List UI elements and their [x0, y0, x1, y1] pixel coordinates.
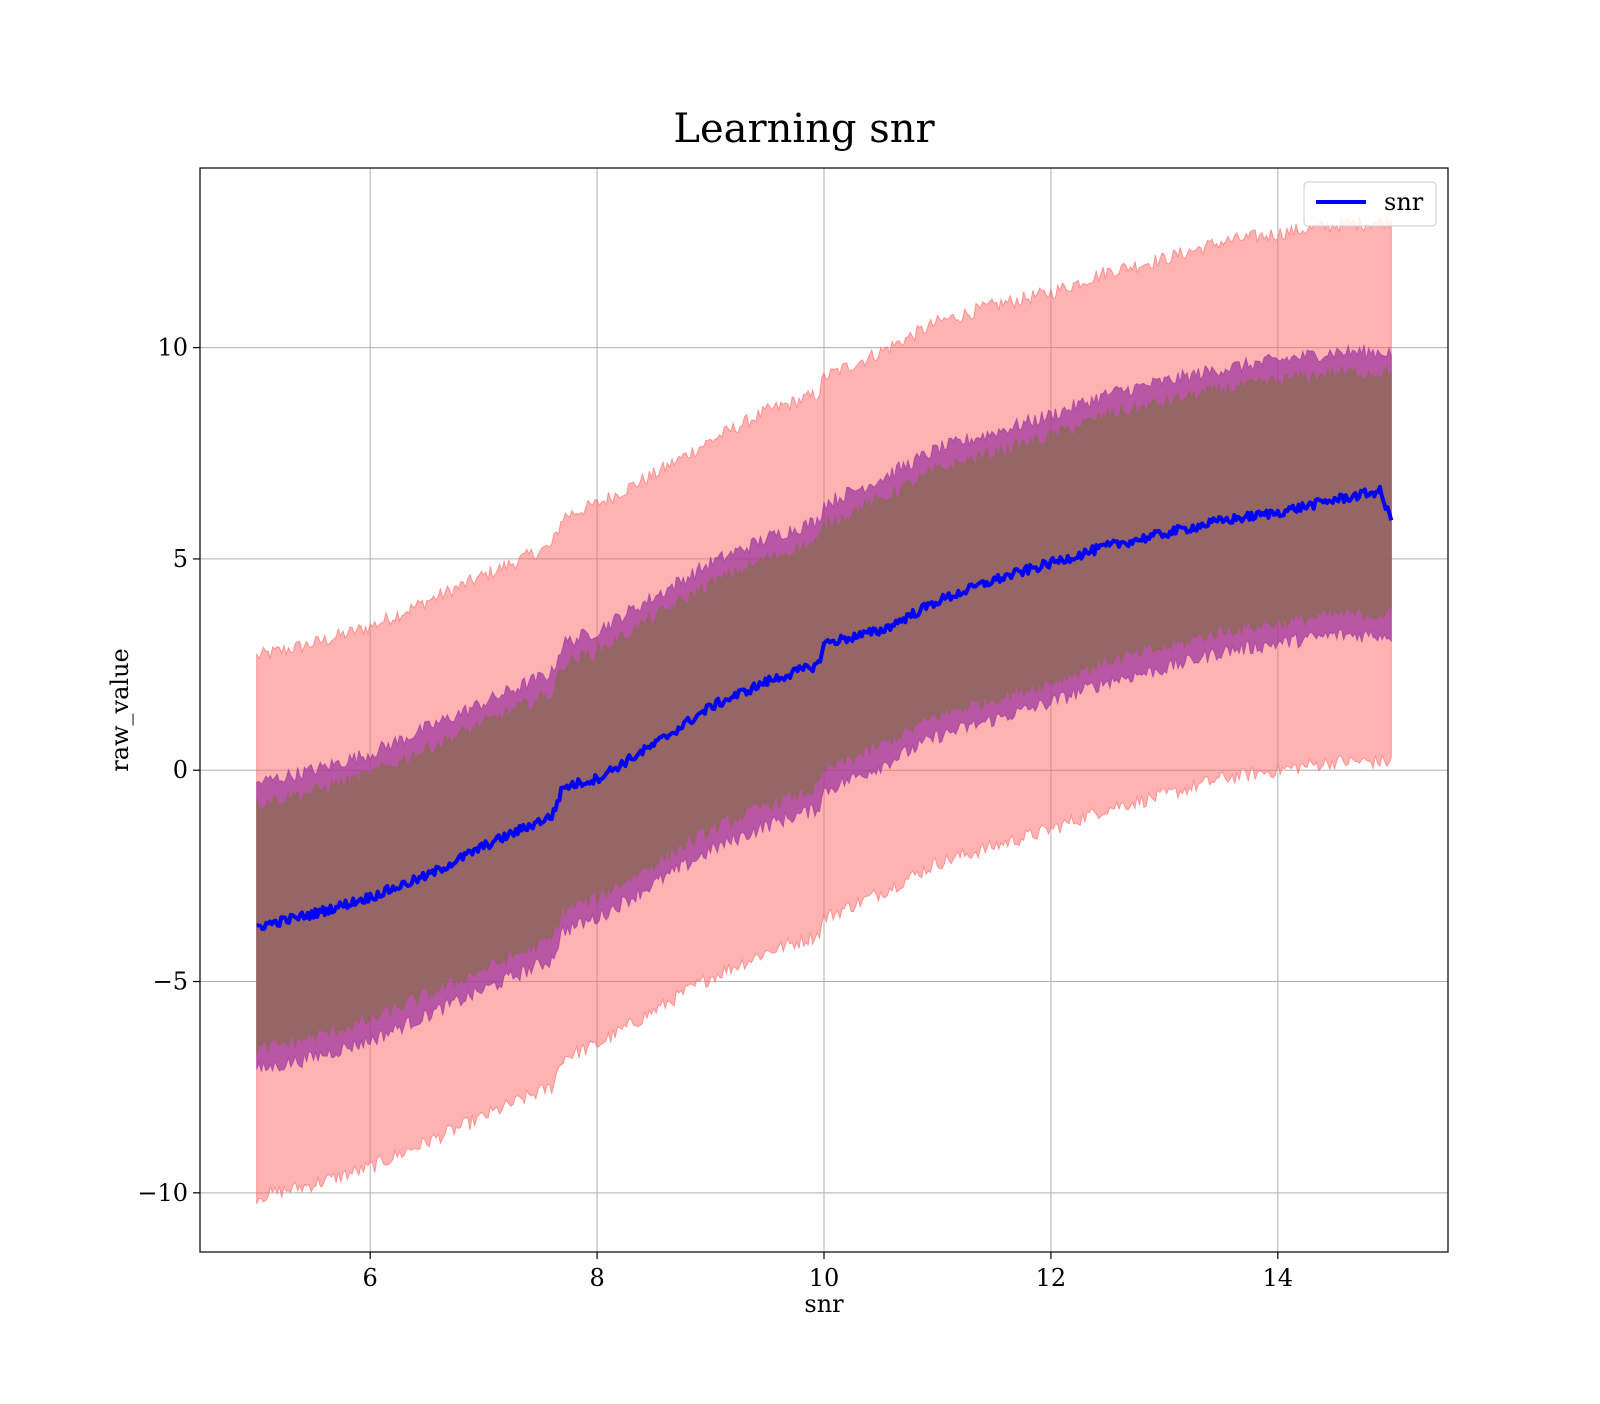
legend: snr: [1303, 181, 1437, 227]
x-tick-label: 8: [589, 1264, 604, 1292]
legend-label-snr: snr: [1384, 188, 1424, 216]
y-tick-label: 10: [157, 334, 188, 362]
x-tick-label: 6: [363, 1264, 378, 1292]
x-axis-label: snr: [804, 1290, 844, 1318]
y-tick-label: 0: [173, 756, 188, 784]
x-tick-label: 14: [1263, 1264, 1294, 1292]
y-tick-label: 5: [173, 545, 188, 573]
y-tick-label: −5: [153, 968, 188, 996]
band-inner: [256, 364, 1392, 1056]
chart-title: Learning snr: [673, 106, 935, 152]
legend-box: [1303, 181, 1437, 227]
y-axis-label: raw_value: [106, 648, 134, 772]
tick-layer: 6 8 10 12 14 −10 −5 0 5 10: [137, 334, 1293, 1292]
line-layer: [256, 484, 1394, 932]
x-tick-label: 12: [1036, 1264, 1067, 1292]
x-tick-label: 10: [809, 1264, 840, 1292]
y-tick-label: −10: [137, 1179, 188, 1207]
series-line-snr: [256, 484, 1394, 932]
band-layer: [256, 216, 1392, 1205]
